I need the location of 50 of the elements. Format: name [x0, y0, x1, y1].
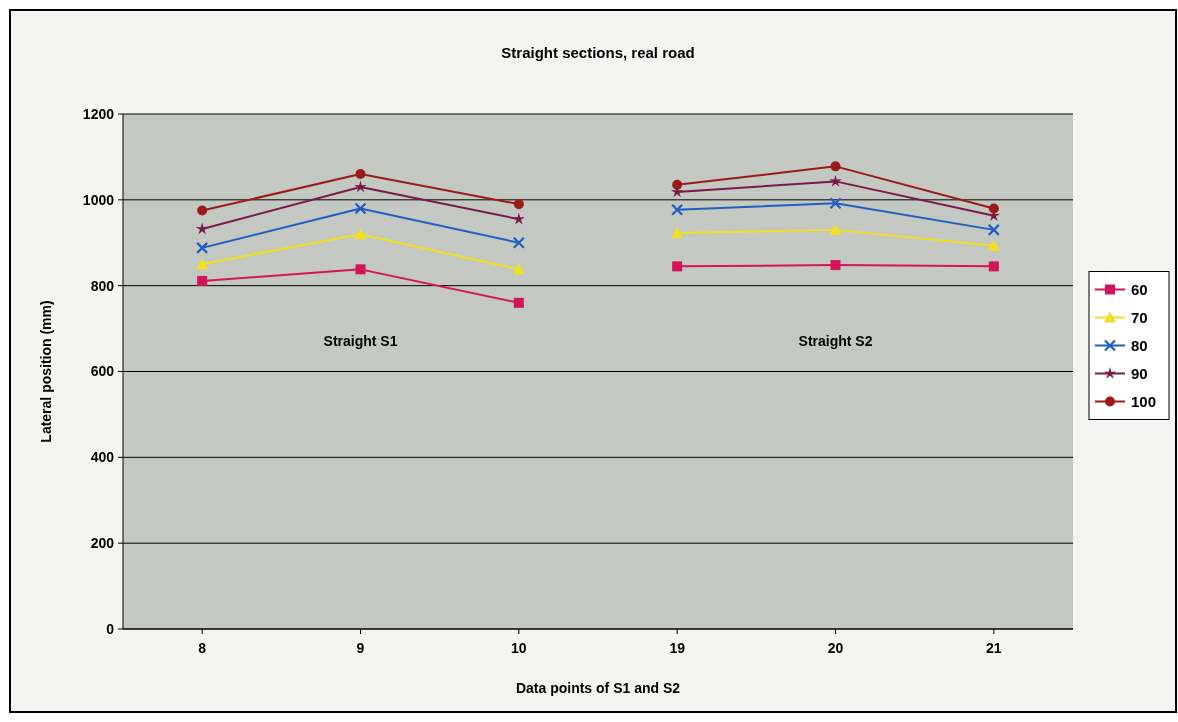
- x-axis-title: Data points of S1 and S2: [515, 680, 681, 696]
- point: [354, 228, 367, 240]
- legend-label: 100: [1131, 392, 1157, 410]
- point: [196, 258, 209, 270]
- y-tick-label: 600: [90, 363, 115, 380]
- point: [512, 212, 526, 225]
- x-tick-label: 8: [198, 640, 207, 656]
- point: [671, 203, 684, 216]
- point: [512, 263, 525, 275]
- point: [829, 223, 842, 235]
- point: [355, 264, 366, 275]
- annotation: Straight S1: [323, 332, 398, 349]
- x-tick-label: 19: [669, 640, 686, 656]
- y-tick-label: 400: [90, 449, 115, 466]
- point: [196, 241, 209, 254]
- point: [987, 223, 1000, 236]
- point: [197, 275, 208, 286]
- chart-title: Straight sections, real road: [501, 44, 695, 61]
- point: [355, 169, 366, 180]
- legend-label: 60: [1131, 280, 1148, 298]
- point: [988, 261, 999, 272]
- point: [987, 239, 1000, 251]
- y-tick-label: 800: [90, 277, 115, 294]
- point: [197, 205, 208, 216]
- point: [830, 260, 841, 271]
- y-axis-title: Lateral position (mm): [38, 300, 54, 443]
- y-tick-label: 0: [106, 620, 115, 637]
- point: [513, 297, 524, 308]
- point: [829, 174, 842, 187]
- x-tick-label: 10: [511, 640, 527, 656]
- point: [672, 179, 683, 190]
- point: [671, 226, 684, 238]
- point: [354, 202, 367, 215]
- point: [354, 180, 367, 193]
- legend-label: 90: [1131, 364, 1148, 382]
- y-tick-label: 1000: [82, 191, 115, 208]
- legend-label: 80: [1131, 336, 1148, 354]
- point: [988, 203, 999, 214]
- point: [513, 199, 524, 210]
- y-tick-label: 1200: [82, 105, 115, 122]
- point: [672, 261, 683, 272]
- legend-label: 70: [1131, 308, 1148, 326]
- x-tick-label: 20: [827, 640, 844, 656]
- annotation: Straight S2: [798, 332, 873, 349]
- point: [830, 161, 841, 172]
- x-tick-label: 21: [986, 640, 1002, 656]
- point: [512, 236, 525, 249]
- point: [829, 197, 842, 210]
- y-tick-label: 200: [90, 535, 115, 552]
- x-tick-label: 9: [356, 640, 365, 656]
